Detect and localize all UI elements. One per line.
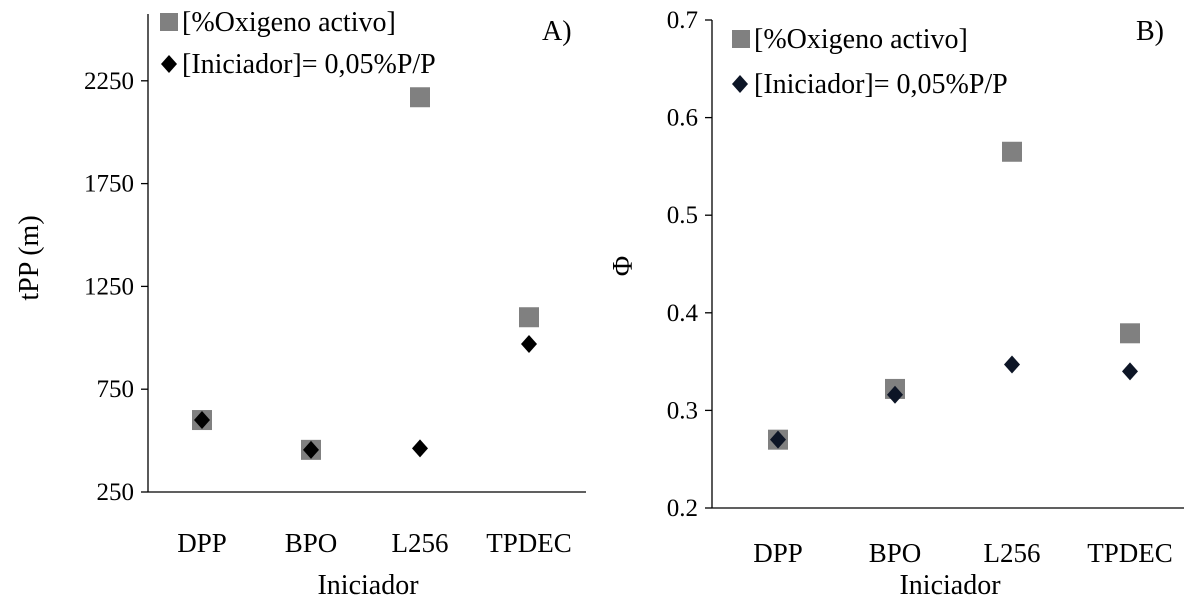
chart-a-point-oxigeno <box>519 307 539 328</box>
chart-b-legend: [%Oxigeno activo] [Iniciador]= 0,05%P/P <box>732 24 1008 100</box>
chart-a-point-oxigeno <box>410 87 430 108</box>
chart-b-y-tick-label: 0.4 <box>667 300 699 327</box>
chart-a-point-iniciador <box>303 440 319 459</box>
chart-a: 250 750 1250 1750 2250 DPP BPO L256 TPDEC tPP (… <box>14 7 586 596</box>
chart-b-x-category-label: DPP <box>753 538 803 568</box>
chart-a-y-tick-label: 1250 <box>84 273 134 300</box>
chart-b-legend-label-iniciador: [Iniciador]= 0,05%P/P <box>754 69 1008 100</box>
chart-b-panel-label: B) <box>1136 16 1164 47</box>
chart-a-point-iniciador <box>412 439 428 458</box>
chart-b-point-iniciador <box>1122 362 1138 381</box>
chart-a-point-iniciador <box>194 411 210 430</box>
chart-a-x-category-label: DPP <box>177 528 227 558</box>
chart-b-points <box>768 141 1140 450</box>
chart-a-x-category-label: BPO <box>285 528 338 558</box>
chart-b-y-axis-title: Φ <box>608 256 639 276</box>
chart-a-x-category-label: L256 <box>392 528 449 558</box>
chart-b-legend-square-marker <box>732 30 750 48</box>
chart-b-y-tick-label: 0.6 <box>667 105 698 132</box>
chart-b-x-category-label: L256 <box>984 538 1041 568</box>
chart-b-point-iniciador <box>1004 355 1020 374</box>
chart-b-y-tick-label: 0.2 <box>667 495 698 522</box>
chart-b: 0.2 0.3 0.4 0.5 0.6 0.7 DPP BPO L256 TPDEC Φ Ini… <box>608 7 1184 596</box>
chart-b-x-category-label: TPDEC <box>1087 538 1173 568</box>
chart-b-y-tick-label: 0.7 <box>667 7 698 34</box>
chart-a-point-iniciador <box>521 334 537 353</box>
chart-b-legend-label-oxigeno: [%Oxigeno activo] <box>754 24 968 55</box>
chart-a-y-tick-label: 250 <box>97 479 135 506</box>
chart-a-panel-label: A) <box>542 16 572 47</box>
chart-b-point-oxigeno <box>1120 323 1140 344</box>
chart-a-legend-label-iniciador: [Iniciador]= 0,05%P/P <box>182 49 436 80</box>
chart-a-legend-diamond-marker <box>161 55 177 73</box>
chart-a-points <box>192 87 539 460</box>
chart-a-x-category-label: TPDEC <box>486 528 572 558</box>
chart-b-x-category-label: BPO <box>869 538 922 568</box>
chart-a-y-tick-label: 1750 <box>84 171 134 198</box>
chart-b-y-tick-label: 0.3 <box>667 397 698 424</box>
chart-b-point-iniciador <box>770 430 786 449</box>
chart-b-point-oxigeno <box>1002 141 1022 162</box>
chart-b-y-tick-label: 0.5 <box>667 202 698 229</box>
chart-b-ticks: 0.2 0.3 0.4 0.5 0.6 0.7 <box>667 7 712 522</box>
chart-a-categories: DPP BPO L256 TPDEC <box>177 528 572 558</box>
chart-a-x-axis-title: Iniciador <box>317 570 419 596</box>
chart-a-legend-square-marker <box>160 13 178 31</box>
chart-b-categories: DPP BPO L256 TPDEC <box>753 538 1173 568</box>
chart-a-y-axis-title: tPP (m) <box>14 215 45 300</box>
chart-a-legend: [%Oxigeno activo] [Iniciador]= 0,05%P/P <box>160 7 436 80</box>
chart-a-legend-label-oxigeno: [%Oxigeno activo] <box>182 7 396 38</box>
chart-b-legend-diamond-marker <box>732 75 748 93</box>
chart-b-x-axis-title: Iniciador <box>899 570 1001 596</box>
chart-b-point-iniciador <box>887 385 903 404</box>
chart-a-y-tick-label: 2250 <box>84 68 134 95</box>
chart-a-ticks: 250 750 1250 1750 2250 <box>84 68 148 506</box>
chart-a-y-tick-label: 750 <box>97 376 135 403</box>
